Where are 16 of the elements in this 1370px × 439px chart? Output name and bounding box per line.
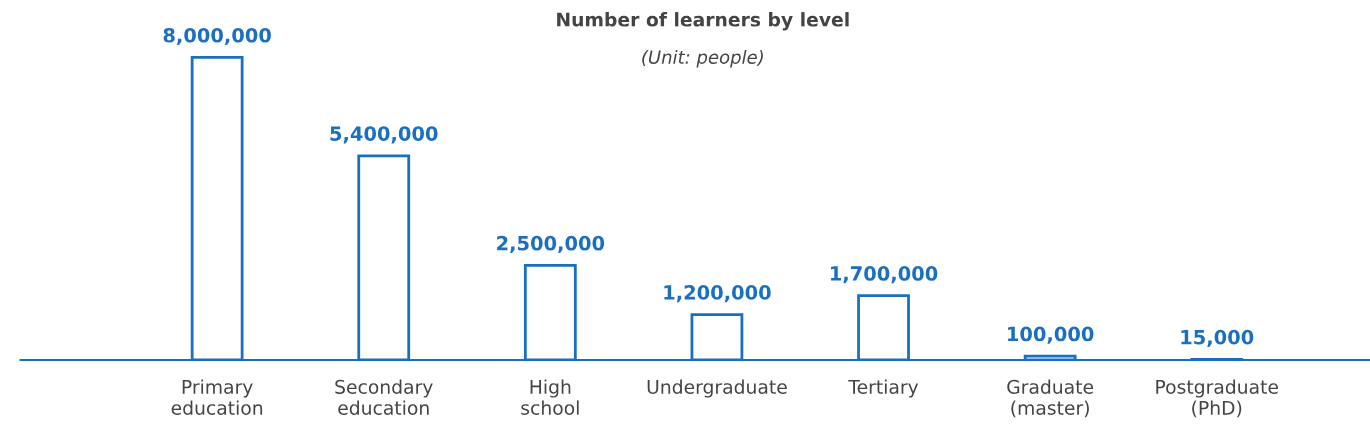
data-label: 100,000 xyxy=(1008,326,1094,344)
x-tick-label: Postgraduate (PhD) xyxy=(1156,379,1278,418)
data-label: 8,000,000 xyxy=(163,27,271,46)
chart-subtitle: (Unit: people) xyxy=(642,49,763,68)
x-tick-label: High school xyxy=(521,379,579,415)
x-tick-label: Secondary education xyxy=(335,379,433,415)
x-tick-label: Undergraduate xyxy=(647,379,787,398)
x-tick-label: Primary education xyxy=(171,379,263,415)
x-tick-label: Tertiary xyxy=(848,379,919,398)
data-label: 1,700,000 xyxy=(830,266,938,284)
data-label: 15,000 xyxy=(1181,329,1254,348)
chart-title: Number of learners by level xyxy=(557,12,849,31)
data-label: 1,200,000 xyxy=(664,285,771,303)
x-tick-label: Graduate (master) xyxy=(1007,379,1094,418)
data-label: 5,400,000 xyxy=(330,126,438,144)
data-label: 2,500,000 xyxy=(497,235,605,254)
